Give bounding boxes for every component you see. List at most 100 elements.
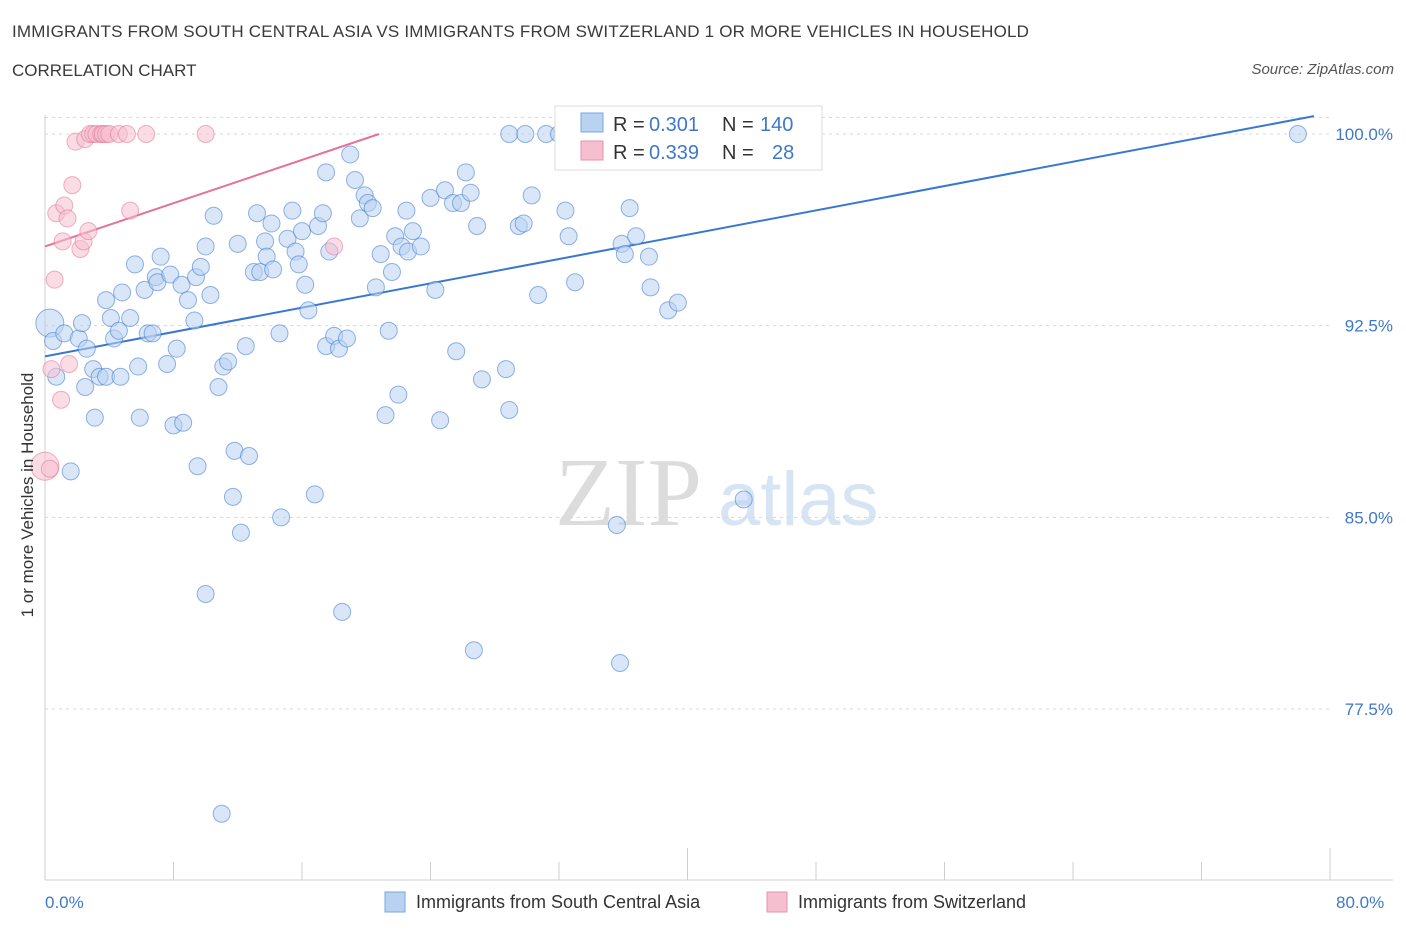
point-south-central-asia xyxy=(76,378,95,396)
legend-swatch-pink xyxy=(580,140,604,161)
point-south-central-asia xyxy=(456,163,475,182)
point-south-central-asia xyxy=(305,485,324,504)
point-south-central-asia xyxy=(101,309,120,327)
trend-line-south-central-asia xyxy=(44,115,1315,358)
point-south-central-asia xyxy=(129,357,148,376)
axes xyxy=(44,115,1393,881)
point-south-central-asia xyxy=(77,339,96,358)
point-south-central-asia xyxy=(248,204,267,223)
point-south-central-asia xyxy=(178,291,197,310)
point-south-central-asia xyxy=(447,342,466,361)
point-switzerland xyxy=(52,390,71,409)
point-south-central-asia xyxy=(196,237,215,256)
point-south-central-asia xyxy=(516,125,535,143)
y-tick-label: 77.5% xyxy=(1345,700,1393,719)
point-south-central-asia xyxy=(639,247,658,266)
point-south-central-asia xyxy=(293,222,311,241)
point-switzerland xyxy=(45,270,64,289)
y-tick-label: 100.0% xyxy=(1335,125,1393,144)
legend-n-value-blue: 140 xyxy=(760,114,793,136)
point-south-central-asia xyxy=(607,516,626,534)
point-south-central-asia xyxy=(289,255,308,274)
point-south-central-asia xyxy=(121,309,140,327)
trend-line-switzerland xyxy=(44,133,380,248)
point-south-central-asia xyxy=(174,413,193,432)
point-south-central-asia xyxy=(167,339,186,358)
series-legend-swatch-blue xyxy=(384,891,406,913)
point-south-central-asia xyxy=(256,232,275,251)
point-switzerland xyxy=(42,360,61,379)
point-south-central-asia xyxy=(172,275,191,294)
point-south-central-asia xyxy=(611,654,630,672)
point-south-central-asia xyxy=(72,314,91,333)
legend-n-label-pink: N = xyxy=(722,142,754,164)
point-south-central-asia xyxy=(668,293,687,312)
legend-swatch-blue xyxy=(580,112,604,133)
chart-title: IMMIGRANTS FROM SOUTH CENTRAL ASIA VS IM… xyxy=(12,22,1030,41)
point-south-central-asia xyxy=(61,462,80,481)
point-south-central-asia xyxy=(464,641,483,660)
point-south-central-asia xyxy=(371,245,390,264)
point-south-central-asia xyxy=(426,280,445,299)
point-south-central-asia xyxy=(239,447,258,465)
legend-n-label-blue: N = xyxy=(722,114,754,136)
point-south-central-asia xyxy=(496,360,515,379)
series-legend-swatch-pink xyxy=(766,891,788,913)
point-south-central-asia xyxy=(559,227,578,246)
point-south-central-asia xyxy=(435,181,454,200)
trend-lines xyxy=(44,115,1315,358)
point-south-central-asia xyxy=(411,237,430,256)
point-south-central-asia xyxy=(97,291,116,310)
point-south-central-asia xyxy=(556,201,575,220)
legend-n-value-pink: 28 xyxy=(772,142,794,164)
series-legend-label-pink: Immigrants from Switzerland xyxy=(798,892,1026,912)
point-south-central-asia xyxy=(421,188,440,207)
point-south-central-asia xyxy=(283,201,302,220)
point-south-central-asia xyxy=(566,273,585,292)
point-switzerland xyxy=(117,125,136,143)
point-south-central-asia xyxy=(236,337,255,356)
x-tick-label-max: 80.0% xyxy=(1336,893,1384,912)
point-south-central-asia xyxy=(278,229,297,248)
point-switzerland xyxy=(63,176,82,195)
source-label: Source: ZipAtlas.com xyxy=(1251,61,1394,78)
point-south-central-asia xyxy=(188,457,207,476)
legend-r-label-pink: R = xyxy=(613,142,645,164)
point-south-central-asia xyxy=(461,183,480,202)
point-switzerland xyxy=(137,125,156,143)
point-switzerland xyxy=(40,459,59,478)
point-south-central-asia xyxy=(270,324,289,343)
point-south-central-asia xyxy=(397,201,416,220)
point-south-central-asia xyxy=(620,199,639,218)
point-south-central-asia xyxy=(313,204,332,223)
point-south-central-asia xyxy=(403,222,422,241)
watermark-zip: ZIP xyxy=(555,439,702,547)
point-switzerland xyxy=(325,237,344,256)
point-switzerland xyxy=(79,222,98,241)
point-south-central-asia xyxy=(522,186,541,205)
point-south-central-asia xyxy=(500,125,519,143)
legend-r-value-blue: 0.301 xyxy=(649,114,699,136)
point-south-central-asia xyxy=(125,255,144,274)
point-south-central-asia xyxy=(196,585,215,603)
point-south-central-asia xyxy=(337,329,356,348)
stats-legend: R = 0.301 N = 140 R = 0.339 N = 28 xyxy=(554,105,823,171)
point-switzerland xyxy=(58,209,77,228)
point-south-central-asia xyxy=(262,214,281,233)
point-switzerland xyxy=(53,232,72,251)
y-axis-title: 1 or more Vehicles in Household xyxy=(18,373,37,618)
point-south-central-asia xyxy=(201,286,220,304)
point-south-central-asia xyxy=(514,214,533,233)
point-south-central-asia xyxy=(296,275,315,294)
x-tick-label-min: 0.0% xyxy=(45,893,84,912)
series-legend-label-blue: Immigrants from South Central Asia xyxy=(416,892,701,912)
point-south-central-asia xyxy=(363,199,382,218)
point-south-central-asia xyxy=(151,247,170,266)
point-south-central-asia xyxy=(734,490,753,509)
point-switzerland xyxy=(121,201,140,220)
watermark: ZIP atlas xyxy=(555,439,879,547)
point-south-central-asia xyxy=(264,260,283,279)
point-switzerland xyxy=(60,355,79,373)
point-south-central-asia xyxy=(382,263,401,281)
point-switzerland xyxy=(196,125,215,143)
